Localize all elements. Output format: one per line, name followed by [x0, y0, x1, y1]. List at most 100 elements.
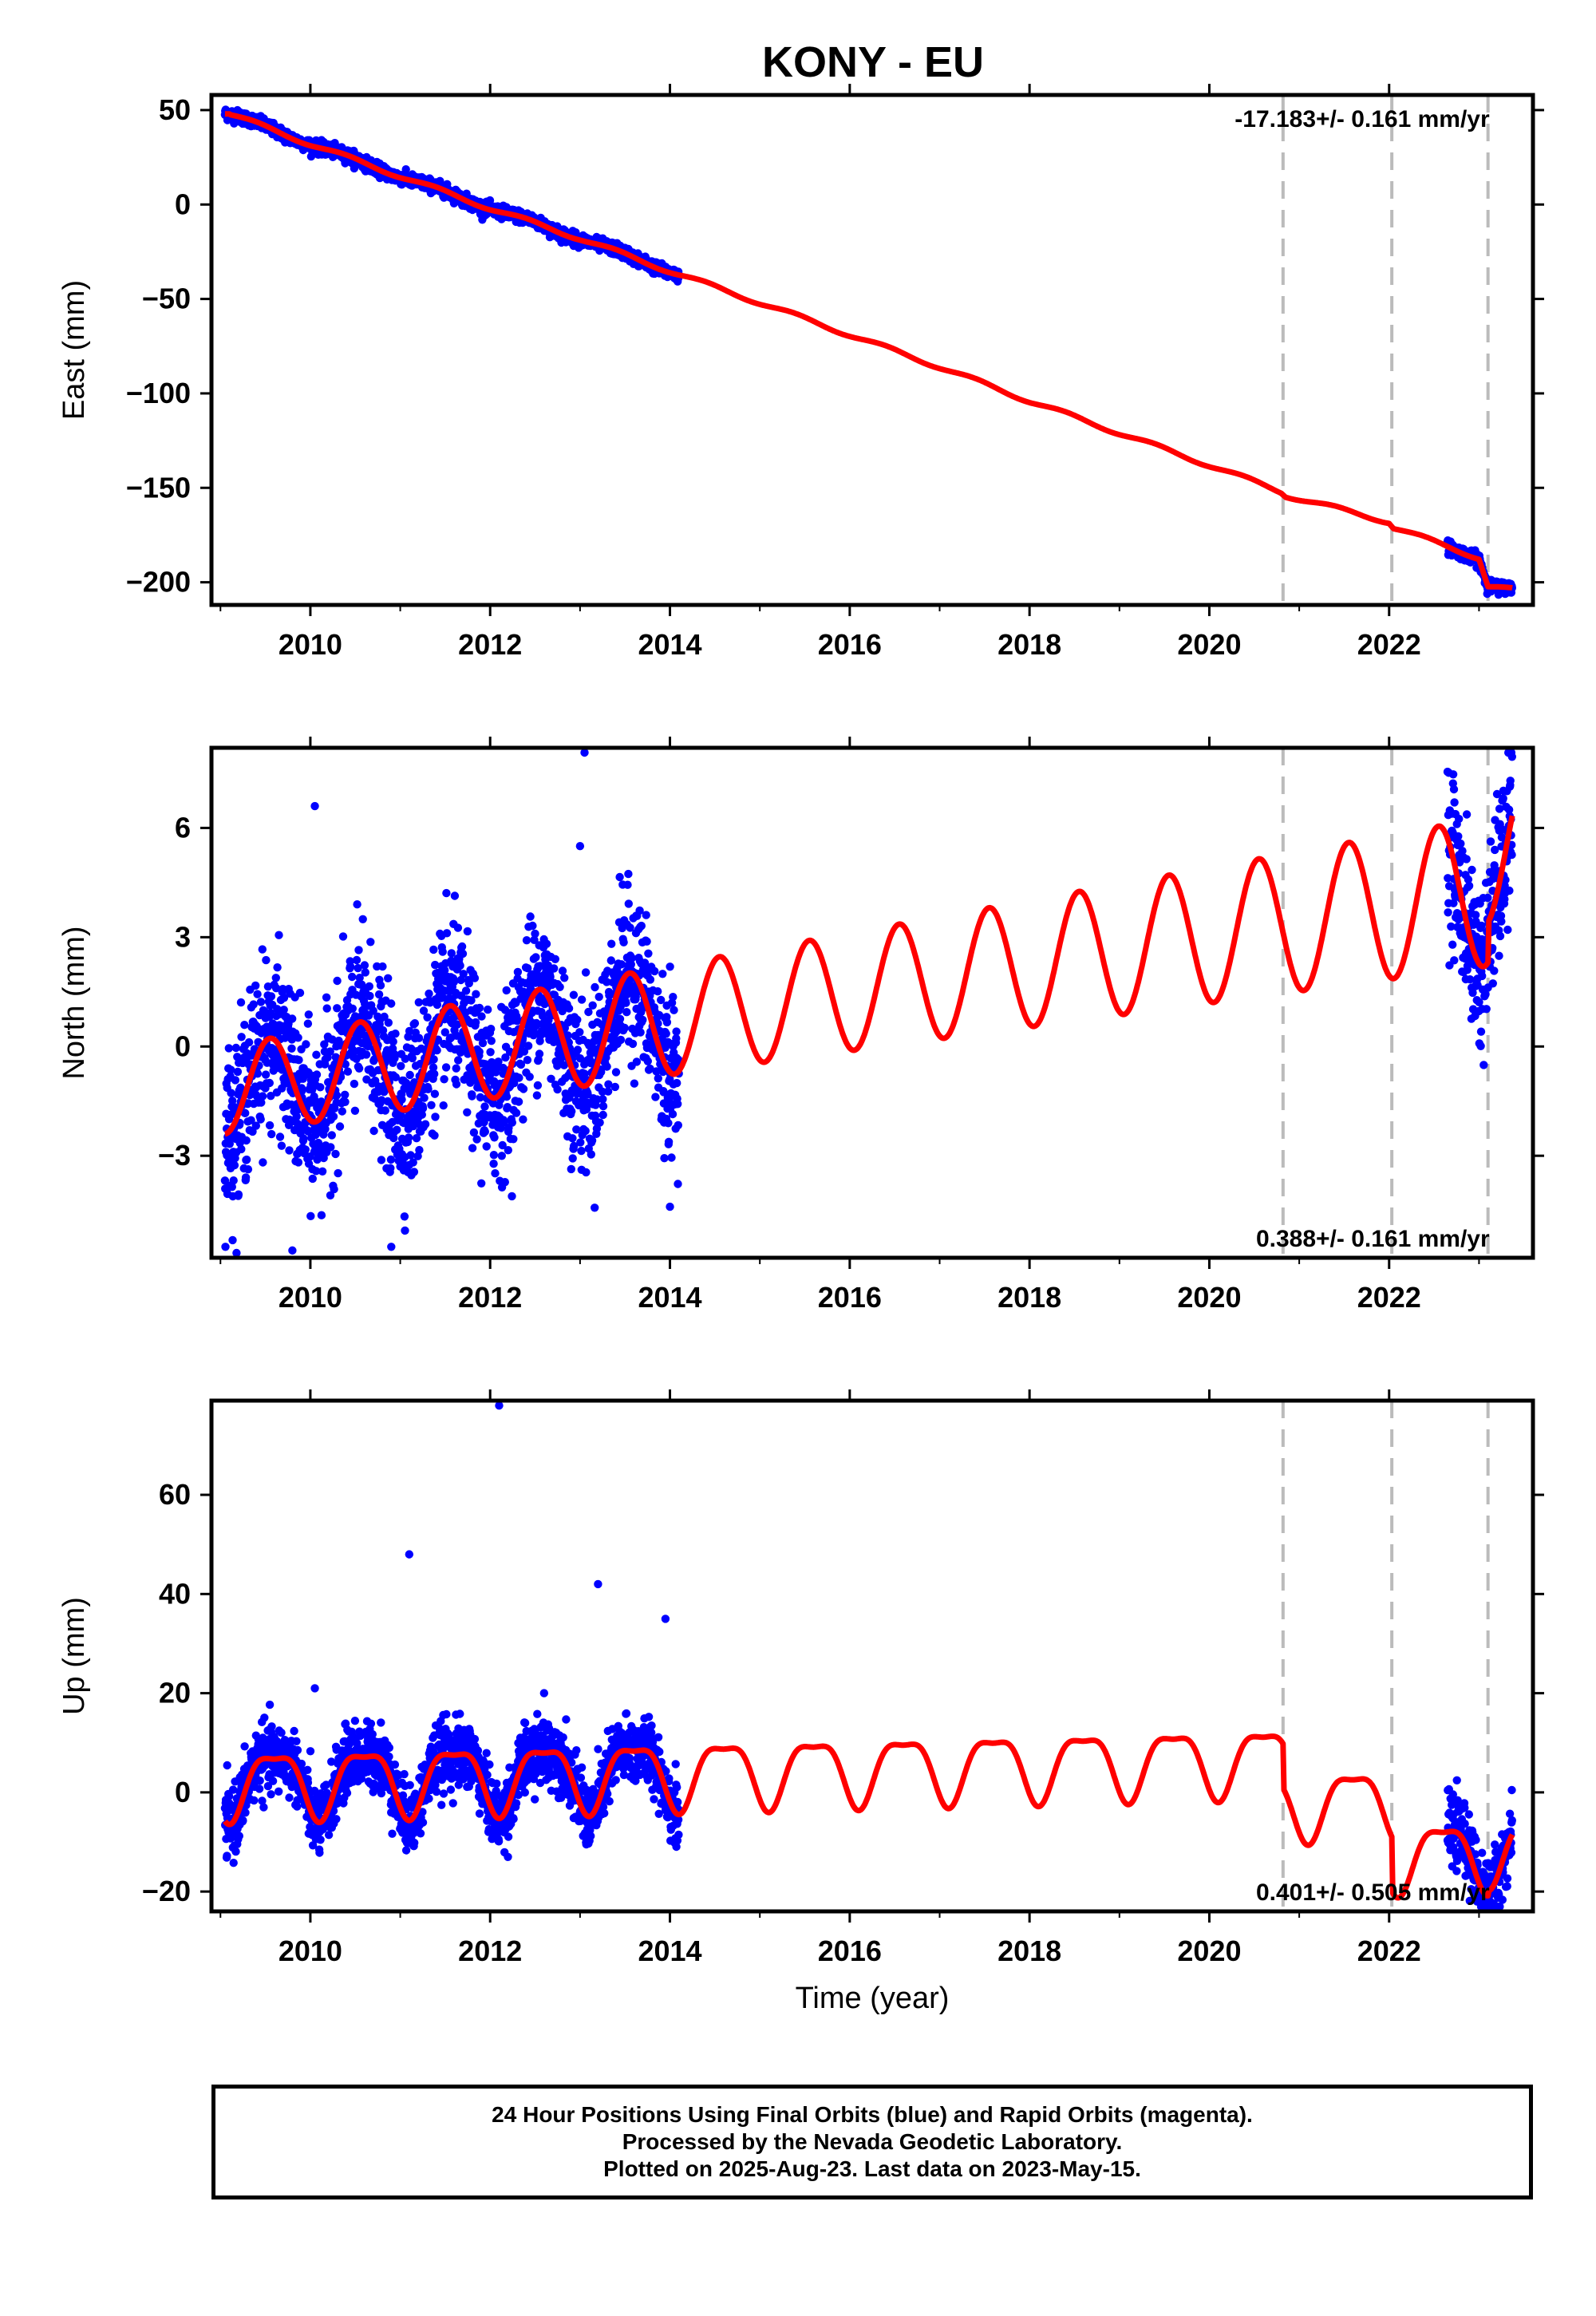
north-data-point — [598, 1101, 608, 1111]
north-data-point — [651, 1093, 660, 1101]
north-data-point — [1476, 1027, 1486, 1036]
north-data-point — [487, 1037, 496, 1045]
north-data-point — [277, 1141, 286, 1150]
north-data-point — [525, 1073, 534, 1081]
north-data-point — [672, 1027, 681, 1036]
east-event-lines — [1281, 95, 1490, 605]
north-data-point — [1464, 881, 1474, 891]
north-data-point — [502, 986, 511, 995]
north-data-point — [575, 1028, 584, 1037]
north-data-point — [486, 1048, 495, 1057]
north-data-point — [632, 1057, 642, 1066]
north-data-point — [376, 981, 385, 990]
north-data-point — [366, 938, 375, 947]
north-data-point — [567, 1164, 575, 1174]
north-x-tick-label: 2022 — [1357, 1281, 1421, 1314]
north-data-point — [1456, 839, 1465, 848]
up-data-point — [267, 1790, 275, 1799]
north-data-point — [598, 1095, 607, 1104]
north-data-point — [603, 1087, 613, 1096]
north-data-point — [242, 1155, 251, 1164]
north-data-point — [637, 921, 646, 931]
north-data-point — [346, 962, 355, 971]
up-data-point — [303, 1765, 312, 1774]
north-data-point — [322, 1004, 331, 1013]
north-data-point — [569, 990, 579, 999]
north-data-point — [619, 938, 628, 947]
north-data-point — [338, 932, 348, 941]
north-data-point — [654, 987, 662, 996]
north-data-point — [470, 974, 480, 982]
north-y-tick-label: 3 — [175, 920, 191, 953]
north-data-point — [642, 911, 650, 919]
north-data-point — [452, 1080, 461, 1089]
north-data-point — [306, 1211, 315, 1221]
north-data-point — [338, 1107, 346, 1116]
north-data-point — [463, 1108, 472, 1117]
north-data-point — [438, 947, 447, 956]
north-data-point — [620, 1023, 629, 1033]
north-data-point — [458, 949, 468, 958]
north-data-point — [389, 1037, 397, 1046]
north-data-point — [564, 1004, 574, 1013]
north-data-point — [414, 1034, 424, 1042]
north-outlier-3 — [387, 1243, 396, 1251]
north-data-point — [384, 1018, 393, 1027]
north-data-point — [532, 1091, 542, 1100]
north-data-point — [622, 1008, 631, 1017]
north-data-point — [514, 1097, 523, 1106]
north-data-point — [587, 1150, 595, 1159]
north-data-point — [489, 1151, 499, 1160]
north-scatter — [220, 748, 1517, 1258]
north-data-point — [360, 961, 369, 970]
north-data-point — [577, 1146, 586, 1156]
up-data-point — [231, 1847, 240, 1856]
north-data-point — [410, 1019, 420, 1028]
north-data-point — [550, 964, 559, 973]
north-data-point — [646, 975, 655, 984]
north-data-point — [602, 1062, 611, 1071]
north-data-point — [531, 953, 540, 962]
north-data-point — [229, 1176, 238, 1185]
north-data-point — [472, 1135, 481, 1144]
north-data-point — [292, 1112, 301, 1121]
up-data-point — [240, 1742, 249, 1751]
north-data-point — [1462, 810, 1472, 819]
north-data-point — [343, 1067, 353, 1076]
north-data-point — [576, 1138, 585, 1147]
east-y-tick-label: 0 — [175, 188, 191, 220]
north-data-point — [404, 1133, 413, 1142]
north-data-point — [508, 1192, 516, 1201]
up-data-point — [290, 1726, 298, 1736]
north-data-point — [430, 1089, 440, 1098]
north-outlier-4 — [575, 842, 585, 851]
north-data-point — [308, 1174, 317, 1184]
north-data-point — [630, 1079, 639, 1088]
north-data-point — [251, 981, 260, 990]
north-data-point — [1444, 908, 1452, 917]
north-data-point — [463, 927, 472, 936]
north-data-point — [533, 1081, 543, 1090]
north-data-point — [241, 1173, 251, 1182]
north-data-point — [480, 1127, 489, 1136]
north-data-point — [335, 1122, 345, 1131]
north-data-point — [1490, 966, 1499, 975]
north-data-point — [615, 872, 624, 882]
north-data-point — [440, 1075, 448, 1084]
up-data-point — [366, 1719, 376, 1728]
north-data-point — [317, 1211, 326, 1219]
north-data-point — [468, 1144, 477, 1152]
north-data-point — [478, 1038, 488, 1048]
north-data-point — [542, 939, 551, 948]
north-data-point — [271, 974, 280, 982]
up-data-point — [275, 1787, 283, 1796]
up-data-point — [368, 1729, 377, 1739]
north-data-point — [414, 998, 423, 1007]
north-data-point — [401, 1226, 409, 1235]
up-data-point — [277, 1729, 286, 1737]
north-data-point — [477, 1179, 486, 1188]
north-data-point — [577, 995, 587, 1004]
north-data-point — [475, 1003, 484, 1013]
north-data-point — [622, 998, 630, 1007]
